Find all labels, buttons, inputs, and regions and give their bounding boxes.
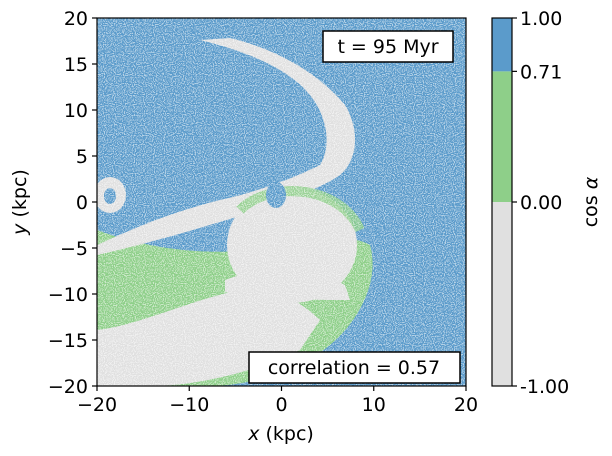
y-tick-label: −10 <box>48 284 88 306</box>
y-axis-label: y (kpc) <box>9 169 31 236</box>
y-tick-label: 20 <box>64 8 88 30</box>
x-axis-label: x (kpc) <box>247 423 314 445</box>
colorbar-tick-label: -1.00 <box>520 376 569 398</box>
colorbar-tick-label: 0.00 <box>520 192 562 214</box>
correlation-annotation-text: correlation = 0.57 <box>268 357 440 379</box>
x-tick-label: −20 <box>77 394 117 416</box>
y-tick-label: 10 <box>64 100 88 122</box>
y-tick-label: 0 <box>76 192 88 214</box>
y-tick-label: −15 <box>48 330 88 352</box>
y-axis: −20 −15 −10 −5 0 5 10 15 20 <box>48 8 97 398</box>
colorbar-segment <box>492 71 512 202</box>
x-axis: −20 −10 0 10 20 <box>77 386 478 416</box>
correlation-annotation: correlation = 0.57 <box>248 351 461 384</box>
time-annotation-text: t = 95 Myr <box>337 36 438 58</box>
y-tick-label: −20 <box>48 376 88 398</box>
colorbar-segment <box>492 18 512 72</box>
colorbar-segment <box>492 202 512 386</box>
x-tick-label: 20 <box>454 394 478 416</box>
colorbar-tick-label: 1.00 <box>520 8 562 30</box>
heatmap-image <box>97 18 466 386</box>
noise-overlay <box>97 18 466 386</box>
x-tick-label: −10 <box>169 394 209 416</box>
y-tick-label: 5 <box>76 146 88 168</box>
colorbar-label: cos α <box>580 176 602 227</box>
y-tick-label: 15 <box>64 54 88 76</box>
y-tick-label: −5 <box>60 238 88 260</box>
time-annotation: t = 95 Myr <box>322 30 454 63</box>
colorbar: -1.00 0.00 0.71 1.00 <box>491 8 569 398</box>
x-tick-label: 0 <box>275 394 287 416</box>
x-tick-label: 10 <box>362 394 386 416</box>
colorbar-tick-label: 0.71 <box>520 61 562 83</box>
